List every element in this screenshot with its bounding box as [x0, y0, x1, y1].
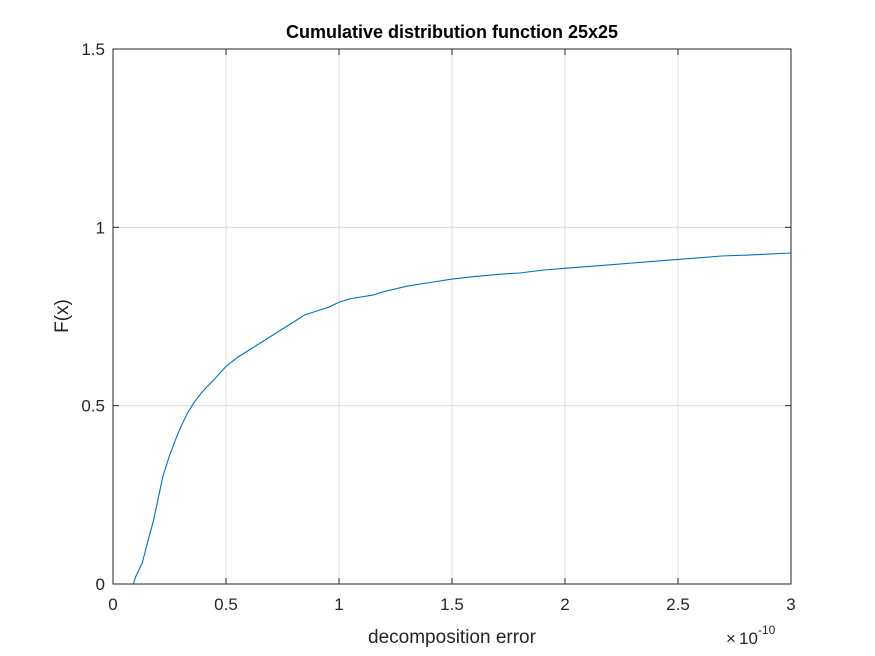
x-tick-label: 1 [334, 595, 343, 614]
cdf-series-line [132, 252, 792, 585]
x-exponent-base: 10 [739, 629, 758, 648]
x-tick-label: 1.5 [440, 595, 464, 614]
chart-title: Cumulative distribution function 25x25 [286, 22, 618, 42]
y-tick-label: 1.5 [81, 40, 105, 59]
x-tick-label: 2.5 [666, 595, 690, 614]
y-axis-label: F(x) [52, 299, 73, 333]
x-tick-label: 3 [786, 595, 795, 614]
y-tick-label: 0 [96, 575, 105, 594]
y-tick-label: 1 [96, 218, 105, 237]
tick-marks [112, 48, 792, 585]
x-axis-label: decomposition error [368, 627, 537, 648]
x-exponent-power: -10 [758, 623, 776, 637]
x-tick-label: 0.5 [214, 595, 238, 614]
x-exponent-times: × [726, 629, 736, 648]
x-tick-label: 0 [108, 595, 117, 614]
x-tick-label: 2 [560, 595, 569, 614]
series-layer [132, 252, 792, 585]
x-exponent-label: × 10 -10 [726, 623, 776, 648]
x-tick-labels: 0 0.5 1 1.5 2 2.5 3 [108, 595, 795, 614]
grid-lines [113, 49, 791, 584]
y-tick-label: 0.5 [81, 397, 105, 416]
y-tick-labels: 0 0.5 1 1.5 [81, 40, 105, 594]
